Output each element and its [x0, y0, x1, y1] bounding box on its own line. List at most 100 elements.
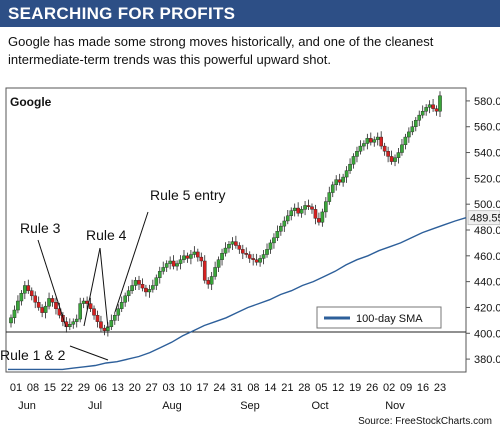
source-credit: Source: FreeStockCharts.com: [358, 416, 492, 427]
x-tick-label: 08: [247, 382, 259, 394]
candle-up: [43, 305, 48, 313]
candle-up: [157, 271, 162, 278]
candle-up: [71, 321, 76, 325]
candle-down: [237, 245, 242, 250]
candle-up: [303, 205, 307, 210]
candle-up: [413, 120, 418, 127]
candle-up: [289, 210, 294, 217]
candle-down: [240, 249, 245, 254]
current-price-label: 489.550: [470, 213, 500, 225]
x-tick-label: 06: [95, 382, 107, 394]
candle-up: [12, 309, 17, 318]
y-tick-label: 500.00: [474, 199, 500, 211]
candle-down: [95, 315, 100, 322]
candle-up: [78, 303, 82, 320]
x-tick-label: 23: [434, 382, 446, 394]
x-tick-label: 12: [332, 382, 344, 394]
x-tick-label: 14: [264, 382, 276, 394]
banner-title: SEARCHING FOR PROFITS: [8, 4, 236, 23]
month-label: Sep: [240, 400, 260, 412]
x-tick-label: 05: [315, 382, 327, 394]
candle-down: [137, 280, 141, 285]
candle-up: [344, 170, 349, 178]
month-label: Nov: [385, 400, 405, 412]
candle-up: [192, 251, 197, 255]
candle-down: [306, 205, 311, 207]
candle-up: [285, 215, 290, 222]
candle-down: [251, 258, 255, 260]
candle-down: [244, 253, 249, 255]
candle-up: [265, 249, 269, 255]
x-tick-label: 01: [10, 382, 22, 394]
y-tick-label: 420.00: [474, 302, 500, 314]
candle-up: [116, 308, 121, 316]
candle-up: [417, 114, 422, 121]
annotation-arrow: [69, 345, 109, 361]
candle-down: [29, 290, 34, 297]
candle-down: [202, 260, 207, 281]
candle-up: [407, 131, 411, 138]
x-tick-label: 08: [27, 382, 39, 394]
candle-down: [199, 256, 204, 262]
candle-up: [151, 285, 155, 290]
x-tick-label: 28: [298, 382, 310, 394]
candle-down: [310, 206, 314, 210]
chart-title: Google: [10, 95, 52, 109]
candle-up: [375, 136, 380, 140]
sma-line: [8, 217, 467, 371]
candle-down: [431, 104, 435, 109]
candle-up: [272, 237, 276, 244]
candle-up: [47, 298, 51, 307]
candle-up: [299, 209, 304, 214]
candle-down: [36, 302, 41, 308]
candle-down: [196, 251, 200, 258]
annotation-arrow: [83, 247, 101, 327]
candle-up: [230, 241, 235, 245]
candle-down: [317, 218, 321, 223]
candle-up: [9, 317, 13, 324]
candle-up: [372, 139, 377, 143]
candle-up: [227, 243, 231, 249]
x-tick-label: 29: [78, 382, 90, 394]
y-tick-label: 520.00: [474, 173, 500, 185]
x-tick-label: 16: [417, 382, 429, 394]
candle-up: [362, 143, 366, 147]
candle-up: [320, 211, 325, 223]
candle-up: [424, 107, 428, 112]
price-chart: 380.00 400.00 420.00 440.00 460.00 480.00 500.…: [0, 87, 500, 412]
candle-up: [147, 289, 152, 293]
y-tick-label: 380.00: [474, 354, 500, 366]
candle-up: [16, 300, 20, 311]
candle-up: [334, 179, 339, 186]
x-tick-label: 02: [383, 382, 395, 394]
plot-frame: [5, 87, 467, 373]
candle-up: [109, 320, 114, 328]
y-tick-label: 580.00: [474, 96, 500, 108]
candle-down: [171, 260, 176, 267]
x-tick-label: 21: [281, 382, 293, 394]
x-tick-label: 27: [146, 382, 158, 394]
candle-down: [386, 151, 390, 157]
candle-up: [161, 267, 166, 272]
y-tick-label: 540.00: [474, 148, 500, 160]
candle-down: [382, 145, 387, 152]
x-tick-label: 13: [112, 382, 124, 394]
candle-down: [185, 255, 190, 259]
candle-up: [130, 285, 134, 291]
candle-up: [123, 295, 127, 303]
candle-up: [403, 136, 408, 146]
candle-down: [26, 285, 31, 291]
candle-down: [369, 138, 373, 143]
candle-down: [234, 241, 238, 246]
x-tick-label: 03: [163, 382, 175, 394]
candle-down: [337, 179, 342, 183]
y-tick-label: 480.00: [474, 225, 500, 237]
candle-up: [220, 253, 224, 260]
x-tick-label: 10: [179, 382, 191, 394]
x-tick-label: 31: [230, 382, 242, 394]
candle-up: [112, 315, 117, 321]
title-banner: SEARCHING FOR PROFITS: [0, 0, 500, 27]
candle-down: [50, 298, 55, 303]
candle-up: [268, 242, 273, 250]
month-label: Jul: [88, 400, 102, 412]
